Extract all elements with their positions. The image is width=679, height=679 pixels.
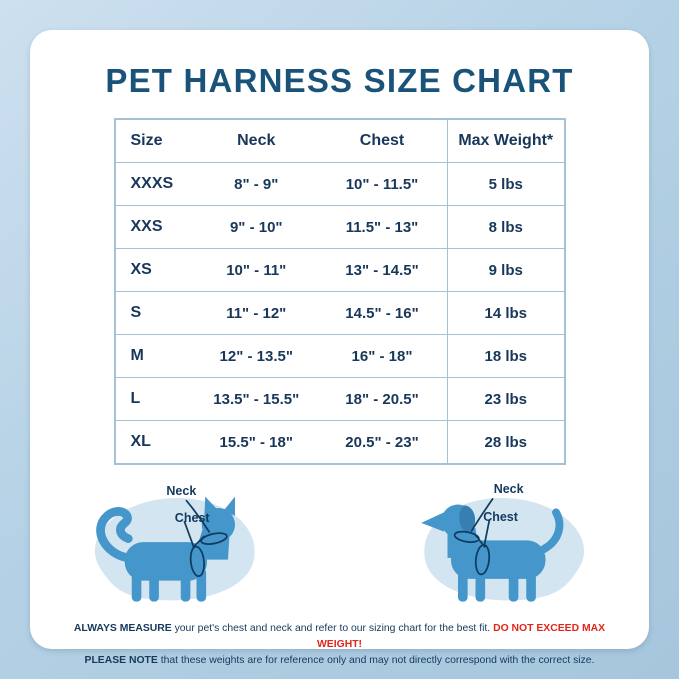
cat-illustration (94, 496, 255, 602)
cell-chest: 14.5" - 16" (345, 304, 419, 322)
footer-always-measure: ALWAYS MEASURE (73, 623, 172, 634)
table-row: M 12" - 13.5" 16" - 18" 18 lbs (114, 334, 565, 378)
cell-neck: 9" - 10" (229, 218, 283, 236)
column-header-max-weight: Max Weight* (447, 119, 565, 163)
dog-diagram: Neck Chest (395, 477, 605, 609)
table-row: XL 15.5" - 18" 20.5" - 23" 28 lbs (115, 420, 565, 464)
cell-chest: 18" - 20.5" (345, 390, 419, 408)
table-row: XXS 9" - 10" 11.5" - 13" 8 lbs (114, 205, 565, 249)
table-header-row: Size Neck Chest Max Weight* (114, 119, 565, 163)
cell-max-weight: 28 lbs (447, 420, 565, 464)
size-chart-table: Size Neck Chest Max Weight* XXXS 8" - 9"… (113, 118, 566, 465)
cell-max-weight: 8 lbs (447, 205, 565, 249)
footer-line1-text: your pet's chest and neck and refer to o… (171, 623, 494, 634)
cell-neck: 12" - 13.5" (219, 347, 293, 365)
cell-max-weight: 18 lbs (447, 334, 565, 378)
measurement-diagrams: Neck Chest (30, 477, 649, 611)
column-header-chest: Chest (359, 132, 405, 149)
cell-chest: 11.5" - 13" (345, 218, 419, 236)
cell-neck: 13.5" - 15.5" (213, 390, 300, 408)
size-chart-card: PET HARNESS SIZE CHART Size Neck Chest M… (30, 30, 649, 666)
table-row: XS 10" - 11" 13" - 14.5" 9 lbs (114, 248, 565, 292)
cell-chest: 13" - 14.5" (345, 261, 419, 279)
cat-chest-label: Chest (174, 511, 210, 526)
dog-illustration (421, 497, 585, 602)
cell-chest: 16" - 18" (351, 347, 413, 365)
table-row: S 11" - 12" 14.5" - 16" 14 lbs (114, 291, 565, 335)
cell-size: S (130, 304, 142, 321)
dog-neck-label: Neck (493, 482, 524, 497)
table-row: XXXS 8" - 9" 10" - 11.5" 5 lbs (114, 162, 565, 206)
dog-chest-label: Chest (483, 510, 518, 524)
footer-line1: ALWAYS MEASURE your pet's chest and neck… (72, 621, 607, 653)
cell-neck: 15.5" - 18" (219, 433, 293, 451)
footer-max-weight-warning: DO NOT EXCEED MAX WEIGHT! (316, 623, 606, 651)
footer-line2: PLEASE NOTE that these weights are for r… (72, 653, 607, 669)
cell-max-weight: 9 lbs (447, 248, 565, 292)
cell-max-weight: 5 lbs (447, 162, 565, 206)
cell-max-weight: 14 lbs (447, 291, 565, 335)
cell-neck: 11" - 12" (226, 304, 287, 322)
cell-size: XS (130, 261, 152, 278)
cell-max-weight: 23 lbs (447, 377, 565, 421)
cell-neck: 8" - 9" (234, 175, 279, 193)
cell-size: L (130, 390, 141, 407)
cat-neck-label: Neck (166, 483, 197, 498)
footer-note: ALWAYS MEASURE your pet's chest and neck… (30, 621, 649, 669)
cell-neck: 10" - 11" (226, 261, 287, 279)
column-header-neck: Neck (237, 132, 276, 149)
footer-please-note: PLEASE NOTE (84, 655, 158, 667)
cell-size: XXS (130, 218, 163, 235)
table-row: L 13.5" - 15.5" 18" - 20.5" 23 lbs (114, 377, 565, 421)
column-header-size: Size (130, 132, 163, 149)
cell-chest: 10" - 11.5" (345, 175, 419, 193)
page-title: PET HARNESS SIZE CHART (105, 62, 574, 99)
cell-size: XXXS (130, 175, 174, 192)
cell-size: M (130, 347, 144, 364)
cell-size: XL (130, 433, 151, 450)
cat-diagram: Neck Chest (74, 477, 284, 609)
footer-line2-text: that these weights are for reference onl… (157, 655, 595, 667)
cell-chest: 20.5" - 23" (345, 433, 419, 451)
